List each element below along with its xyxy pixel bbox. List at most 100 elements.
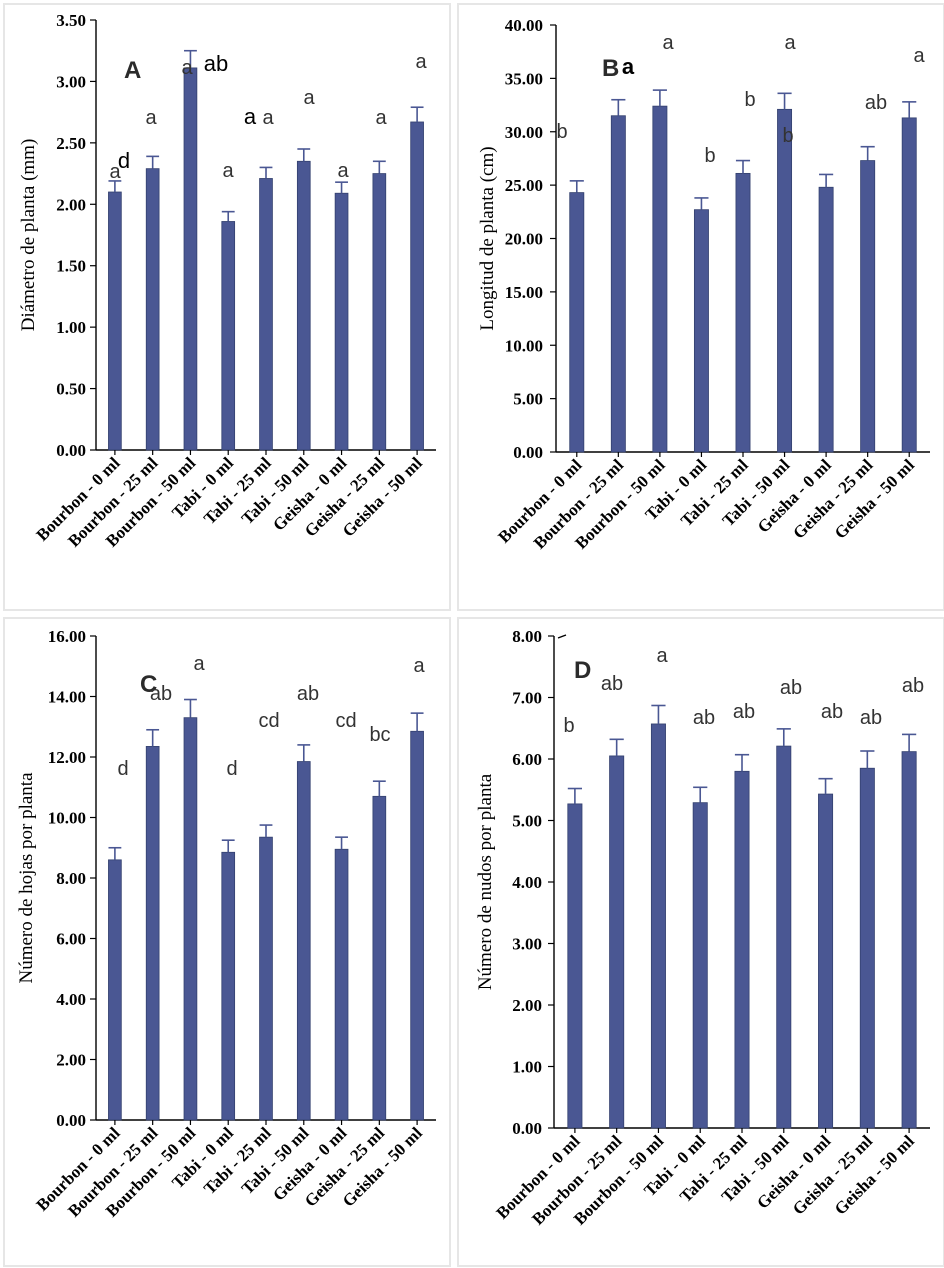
significance-label: d (117, 758, 128, 780)
significance-label: a (109, 161, 121, 183)
significance-label: a (145, 107, 157, 129)
bar-1 (567, 803, 583, 1129)
bar-2 (145, 746, 160, 1121)
significance-label: cd (258, 710, 279, 732)
y-tick-label: 4.00 (512, 873, 542, 892)
bar-9 (410, 730, 424, 1121)
significance-label: ab (601, 673, 623, 695)
y-tick-label: 35.00 (505, 69, 543, 88)
bar-4 (693, 209, 709, 453)
bar-6 (296, 761, 311, 1121)
y-tick-label: 2.00 (512, 996, 542, 1015)
significance-label: b (563, 715, 574, 737)
significance-label: a (913, 45, 925, 67)
significance-label: b (744, 89, 755, 111)
chart-panel-c: 0.00 2.00 4.00 6.00 8.00 10.00 12.00 14.00 16.00… (3, 617, 451, 1267)
y-tick-label: 0.00 (513, 443, 543, 462)
y-tick-label: 6.00 (512, 750, 542, 769)
y-tick-label: 2.00 (56, 195, 86, 214)
significance-label: a (662, 32, 674, 54)
significance-label: a (262, 107, 274, 129)
y-tick-label: 0.00 (512, 1119, 542, 1138)
y-tick-label: 20.00 (505, 230, 543, 249)
chart-panel-d: 0.00 1.00 2.00 3.00 4.00 5.00 6.00 7.00 8.00 Núme… (457, 617, 944, 1267)
significance-label: bc (369, 724, 390, 746)
panel-frame (457, 617, 944, 1267)
bar-2 (609, 755, 625, 1129)
significance-label: ab (865, 92, 887, 114)
y-tick-label: 7.00 (512, 689, 542, 708)
bar-5 (734, 770, 750, 1129)
significance-label: b (782, 125, 793, 147)
y-tick-label: 30.00 (505, 123, 543, 142)
bar-5 (259, 178, 273, 451)
panel-frame (3, 3, 451, 611)
bar-4 (221, 221, 236, 451)
significance-label: ab (860, 707, 882, 729)
significance-label-extra: ab (204, 51, 228, 76)
significance-label: a (415, 51, 427, 73)
y-tick-label: 1.50 (56, 257, 86, 276)
bar-4 (221, 851, 236, 1121)
significance-label: ab (693, 707, 715, 729)
bar-5 (259, 836, 273, 1121)
y-tick-label: 25.00 (505, 176, 543, 195)
bar-3 (650, 723, 666, 1129)
significance-label: ab (733, 701, 755, 723)
y-tick-label: 3.00 (512, 935, 542, 954)
y-tick-label: 3.00 (56, 72, 86, 91)
significance-label: ab (150, 683, 172, 705)
significance-label: ab (780, 677, 802, 699)
y-tick-label: 14.00 (48, 688, 86, 707)
bar-9 (901, 117, 917, 453)
y-tick-label: 2.00 (56, 1051, 86, 1070)
significance-label-extra: d (118, 148, 130, 173)
panel-frame (457, 3, 944, 611)
significance-label: a (303, 87, 315, 109)
bar-4 (692, 802, 708, 1129)
significance-label: ab (297, 683, 319, 705)
significance-label: a (622, 54, 635, 79)
bar-5 (735, 172, 751, 453)
bar-6 (776, 745, 792, 1129)
bar-2 (145, 168, 160, 451)
y-tick-label: 15.00 (505, 283, 543, 302)
significance-label: b (704, 145, 715, 167)
bar-3 (183, 717, 198, 1121)
bar-6 (296, 160, 311, 451)
y-tick-label: 2.50 (56, 134, 86, 153)
bar-3 (183, 67, 198, 451)
y-tick-label: 8.00 (56, 869, 86, 888)
bar-8 (372, 173, 387, 451)
y-axis-title: Longitud de planta (cm) (477, 146, 498, 330)
y-tick-label: 5.00 (513, 390, 543, 409)
y-tick-label: 3.50 (56, 11, 86, 30)
significance-label: a (656, 645, 668, 667)
y-tick-label: 0.50 (56, 380, 86, 399)
significance-label: cd (335, 710, 356, 732)
significance-label-extra: a (244, 104, 257, 129)
significance-label: a (413, 655, 425, 677)
y-tick-label: 4.00 (56, 990, 86, 1009)
y-tick-label: 0.00 (56, 441, 86, 460)
bar-8 (860, 160, 876, 453)
panel-frame (3, 617, 451, 1267)
bar-8 (859, 767, 875, 1129)
y-tick-label: 6.00 (56, 930, 86, 949)
y-tick-label: 1.00 (56, 318, 86, 337)
bar-6 (777, 108, 793, 453)
bar-7 (334, 192, 349, 451)
panel-letter: A (124, 57, 141, 84)
y-tick-label: 0.00 (56, 1111, 86, 1130)
significance-label: d (226, 758, 237, 780)
significance-label: ab (902, 675, 924, 697)
panel-letter: B (602, 55, 619, 82)
significance-label: a (784, 32, 796, 54)
bar-8 (372, 795, 387, 1121)
significance-label: ab (821, 701, 843, 723)
bar-7 (334, 848, 349, 1121)
y-axis-title: Número de nudos por planta (475, 773, 496, 990)
y-tick-label: 10.00 (48, 809, 86, 828)
bar-2 (610, 115, 626, 453)
